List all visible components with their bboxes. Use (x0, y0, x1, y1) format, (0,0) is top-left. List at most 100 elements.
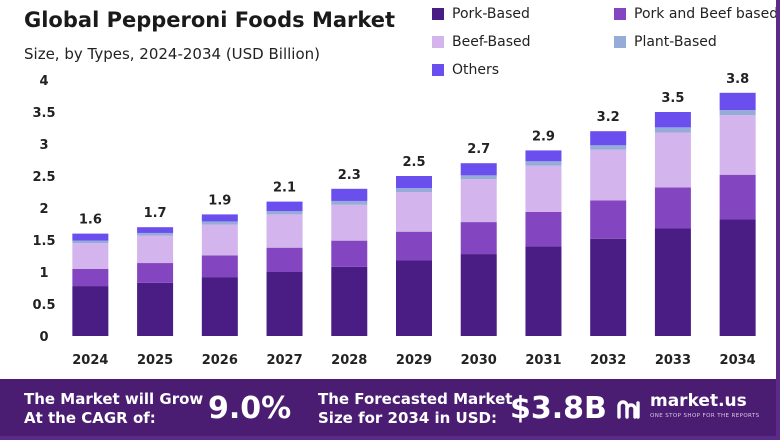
legend-swatch (432, 64, 444, 76)
cagr-label-line1: The Market will Grow (24, 390, 204, 408)
legend-label: Beef-Based (452, 34, 531, 50)
bar-segment-pork-and-beef-based-2027 (266, 247, 303, 272)
bar-segment-pork-and-beef-based-2031 (525, 211, 562, 247)
x-tick-label: 2025 (137, 353, 173, 368)
bar-segment-beef-based-2026 (201, 224, 238, 256)
x-tick-label: 2027 (266, 353, 302, 368)
bar-segment-others-2030 (460, 163, 497, 176)
y-tick-label: 2 (39, 202, 48, 217)
bar-segment-others-2031 (525, 150, 562, 162)
bar-segment-others-2033 (654, 112, 691, 128)
legend-label: Pork-Based (452, 6, 530, 22)
bar-total-label: 3.5 (661, 91, 684, 106)
y-tick-label: 1 (39, 266, 48, 281)
bar-segment-others-2024 (72, 233, 109, 241)
bar-segment-pork-and-beef-based-2024 (72, 268, 109, 287)
bar-segment-plant-based-2029 (396, 188, 432, 192)
bar-total-label: 2.5 (402, 155, 425, 170)
bar-segment-pork-based-2025 (137, 282, 174, 336)
bar-segment-others-2026 (201, 214, 238, 222)
x-tick-label: 2031 (525, 353, 561, 368)
bar-segment-plant-based-2028 (331, 200, 368, 205)
bar-segment-plant-based-2025 (137, 232, 174, 236)
bar-segment-others-2025 (137, 227, 174, 233)
legend-item-others: Others (432, 62, 499, 78)
bar-total-label: 3.2 (597, 110, 620, 125)
bar-segment-pork-based-2034 (719, 219, 756, 336)
market-us-logo-icon (617, 400, 640, 419)
bar-total-label: 2.9 (532, 129, 555, 144)
bar-segment-pork-and-beef-based-2028 (331, 240, 368, 267)
bar-segment-pork-based-2024 (72, 286, 109, 336)
bar-segment-beef-based-2033 (654, 132, 691, 188)
bar-segment-beef-based-2034 (719, 115, 756, 175)
y-tick-label: 3.5 (32, 106, 55, 121)
bar-segment-plant-based-2030 (460, 175, 497, 180)
forecast-label: The Forecasted Market Size for 2034 in U… (318, 390, 512, 428)
bar-total-label: 2.3 (338, 168, 361, 183)
bar-segment-plant-based-2024 (72, 240, 109, 244)
y-tick-label: 4 (39, 74, 48, 89)
x-tick-label: 2030 (461, 353, 497, 368)
x-tick-label: 2024 (72, 353, 108, 368)
bar-segment-pork-based-2027 (266, 272, 303, 336)
bar-segment-pork-and-beef-based-2034 (719, 174, 756, 220)
y-tick-label: 0 (39, 330, 48, 345)
bar-total-label: 2.7 (467, 142, 490, 157)
bar-segment-plant-based-2026 (201, 221, 238, 225)
legend-item-plant-based: Plant-Based (614, 34, 717, 50)
bar-segment-plant-based-2033 (654, 127, 691, 133)
chart-legend: Pork-Based Pork and Beef based Beef-Base… (432, 6, 778, 86)
bar-segment-plant-based-2034 (719, 110, 756, 116)
y-tick-label: 3 (39, 138, 48, 153)
brand-name: market.us (650, 391, 747, 411)
bar-segment-plant-based-2031 (525, 161, 562, 166)
bar-segment-beef-based-2030 (460, 179, 497, 223)
bar-segment-beef-based-2029 (396, 192, 432, 232)
x-tick-label: 2026 (202, 353, 238, 368)
bar-segment-pork-based-2029 (396, 260, 432, 336)
cagr-label-line2: At the CAGR of: (24, 409, 156, 427)
bar-segment-beef-based-2024 (72, 243, 109, 269)
bar-segment-pork-based-2033 (654, 228, 691, 336)
bar-segment-pork-and-beef-based-2026 (201, 255, 238, 278)
legend-swatch (614, 8, 626, 20)
bar-segment-pork-and-beef-based-2029 (396, 231, 432, 261)
bar-segment-pork-and-beef-based-2030 (460, 222, 497, 255)
bar-segment-beef-based-2027 (266, 214, 303, 248)
forecast-value: $3.8B (510, 391, 607, 426)
bar-segment-others-2032 (590, 131, 627, 146)
bar-segment-plant-based-2032 (590, 145, 627, 150)
bar-segment-beef-based-2028 (331, 204, 368, 241)
x-tick-label: 2034 (720, 353, 756, 368)
cagr-label: The Market will Grow At the CAGR of: (24, 390, 203, 428)
legend-label: Plant-Based (634, 34, 717, 50)
bar-segment-pork-and-beef-based-2025 (137, 263, 174, 283)
bar-segment-beef-based-2025 (137, 235, 174, 264)
x-tick-label: 2033 (655, 353, 691, 368)
bar-segment-pork-based-2031 (525, 246, 562, 336)
bar-segment-pork-and-beef-based-2032 (590, 200, 627, 239)
bar-total-label: 3.8 (726, 72, 749, 87)
bar-segment-pork-based-2030 (460, 254, 497, 336)
bar-segment-pork-based-2032 (590, 238, 627, 336)
legend-item-pork-based: Pork-Based (432, 6, 530, 22)
bar-segment-pork-based-2028 (331, 266, 368, 336)
x-tick-label: 2028 (331, 353, 367, 368)
legend-item-pork-and-beef: Pork and Beef based (614, 6, 778, 22)
bar-total-label: 2.1 (273, 181, 296, 196)
x-tick-label: 2029 (396, 353, 432, 368)
footer-banner: The Market will Grow At the CAGR of: 9.0… (0, 379, 780, 440)
chart-subtitle: Size, by Types, 2024-2034 (USD Billion) (24, 45, 320, 63)
bar-segment-beef-based-2031 (525, 165, 562, 212)
y-tick-label: 0.5 (32, 298, 55, 313)
cagr-value: 9.0% (208, 391, 292, 426)
legend-swatch (614, 36, 626, 48)
bar-segment-pork-and-beef-based-2033 (654, 187, 691, 229)
bar-segment-pork-based-2026 (201, 277, 238, 336)
bar-segment-plant-based-2027 (266, 211, 303, 215)
y-tick-label: 1.5 (32, 234, 55, 249)
bar-total-label: 1.9 (208, 193, 231, 208)
y-tick-label: 2.5 (32, 170, 55, 185)
chart-title: Global Pepperoni Foods Market (24, 8, 396, 32)
